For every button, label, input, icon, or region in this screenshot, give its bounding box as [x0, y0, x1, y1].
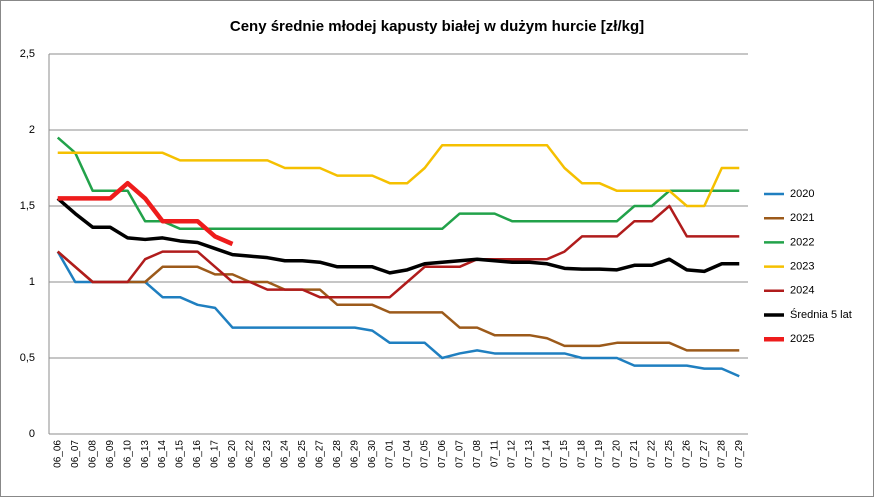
x-tick-label: 07_06: [437, 440, 448, 468]
series-line: [56, 136, 740, 231]
legend-label: 2020: [790, 188, 814, 200]
x-tick-label: 06_28: [332, 440, 343, 468]
x-tick-label: 07_29: [734, 440, 745, 468]
x-tick-label: 06_16: [192, 440, 203, 468]
y-tick-label: 2: [29, 124, 35, 136]
series-line: [56, 250, 740, 352]
series-line: [57, 180, 234, 247]
x-tick-label: 06_20: [227, 440, 238, 468]
x-tick-label: 06_14: [157, 440, 168, 468]
x-tick-label: 06_06: [52, 440, 63, 468]
x-tick-label: 07_07: [454, 440, 465, 468]
x-tick-label: 06_13: [140, 440, 151, 468]
legend-label: 2024: [790, 285, 814, 297]
x-tick-label: 07_25: [664, 440, 675, 468]
legend-label: 2022: [790, 236, 814, 248]
x-tick-label: 06_07: [70, 440, 81, 468]
x-tick-label: 07_15: [559, 440, 570, 468]
x-tick-label: 07_18: [577, 440, 588, 468]
x-tick-label: 06_30: [367, 440, 378, 468]
x-tick-label: 06_17: [210, 440, 221, 468]
y-tick-label: 0: [29, 428, 35, 440]
x-tick-label: 07_19: [594, 440, 605, 468]
legend-label: 2021: [790, 212, 814, 224]
x-tick-label: 07_13: [524, 440, 535, 468]
x-tick-label: 07_04: [402, 440, 413, 468]
y-tick-label: 1,5: [20, 200, 35, 212]
x-tick-label: 07_12: [507, 440, 518, 468]
x-tick-label: 07_26: [681, 440, 692, 468]
legend-label: 2025: [790, 333, 814, 345]
x-tick-label: 07_27: [699, 440, 710, 468]
x-tick-label: 06_08: [87, 440, 98, 468]
series-line: [56, 197, 740, 275]
x-tick-label: 06_22: [245, 440, 256, 468]
x-tick-label: 07_22: [647, 440, 658, 468]
x-tick-label: 07_01: [384, 440, 395, 468]
y-tick-label: 2,5: [20, 48, 35, 60]
x-tick-label: 07_08: [472, 440, 483, 468]
chart-title: Ceny średnie młodej kapusty białej w duż…: [230, 18, 644, 35]
x-tick-label: 07_28: [716, 440, 727, 468]
x-tick-label: 07_11: [489, 440, 500, 468]
legend-label: 2023: [790, 261, 814, 273]
x-tick-label: 07_20: [612, 440, 623, 468]
series-line: [56, 204, 740, 299]
x-tick-label: 06_23: [262, 440, 273, 468]
x-tick-label: 06_09: [105, 440, 116, 468]
series-line: [57, 143, 740, 208]
x-tick-label: 07_05: [419, 440, 430, 468]
x-tick-label: 06_27: [315, 440, 326, 468]
series-line: [56, 250, 740, 378]
x-tick-label: 06_10: [122, 440, 133, 468]
y-tick-label: 1: [29, 276, 35, 288]
x-tick-label: 06_25: [297, 440, 308, 468]
y-tick-label: 0,5: [20, 352, 35, 364]
x-tick-label: 06_15: [175, 440, 186, 468]
x-tick-label: 06_24: [280, 440, 291, 468]
x-tick-label: 06_29: [349, 440, 360, 468]
x-tick-label: 07_21: [629, 440, 640, 468]
x-tick-label: 07_14: [542, 440, 553, 468]
legend-label: Średnia 5 lat: [790, 308, 852, 321]
